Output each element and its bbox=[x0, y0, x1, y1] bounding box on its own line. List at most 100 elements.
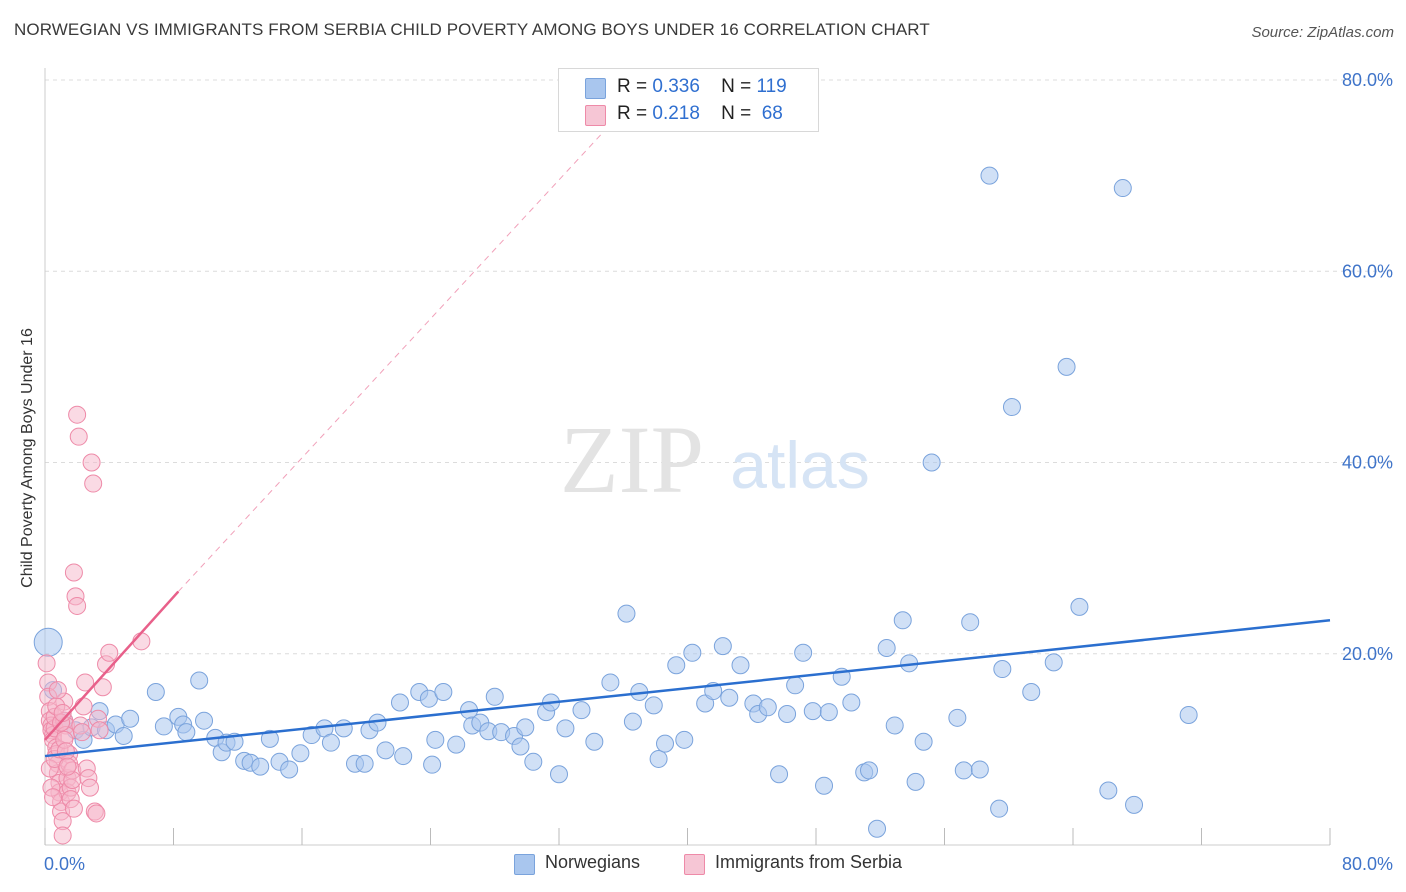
tick-labels: 20.0% 40.0% 60.0% 80.0% 0.0% 80.0% bbox=[44, 70, 1393, 874]
legend-label-serbia: Immigrants from Serbia bbox=[715, 852, 903, 872]
serbia-point bbox=[68, 405, 87, 424]
norwegians-point bbox=[656, 734, 675, 753]
norwegians-point bbox=[1125, 795, 1144, 814]
serbia-point bbox=[68, 596, 87, 615]
norwegians-point bbox=[390, 693, 409, 712]
legend-swatch-blue bbox=[514, 854, 535, 875]
norwegians-point bbox=[485, 687, 504, 706]
serbia-point bbox=[74, 697, 93, 716]
serbia-point bbox=[100, 643, 119, 662]
source-note: Source: ZipAtlas.com bbox=[1251, 24, 1394, 41]
norwegians-point bbox=[334, 719, 353, 738]
legend-r-label: R = bbox=[617, 103, 648, 124]
trend-lines bbox=[44, 127, 1331, 758]
serbia-trend-line bbox=[44, 590, 180, 741]
serbia-point bbox=[84, 474, 103, 493]
gridlines bbox=[45, 79, 1392, 655]
y-tick-label: 20.0% bbox=[1342, 644, 1393, 664]
norwegians-points bbox=[33, 166, 1198, 838]
norwegians-point bbox=[860, 761, 879, 780]
legend-n-value: 119 bbox=[756, 76, 787, 97]
norwegians-point bbox=[1002, 398, 1021, 417]
norwegians-point bbox=[376, 741, 395, 760]
serbia-point bbox=[90, 721, 109, 740]
norwegians-point bbox=[770, 765, 789, 784]
norwegians-point bbox=[720, 688, 739, 707]
norwegians-point bbox=[954, 761, 973, 780]
norwegians-point bbox=[1022, 683, 1041, 701]
norwegians-point bbox=[280, 760, 299, 779]
norwegians-point bbox=[914, 732, 933, 751]
norwegians-point bbox=[33, 627, 63, 657]
norwegians-point bbox=[649, 749, 668, 768]
y-tick-label: 80.0% bbox=[1342, 70, 1393, 90]
watermark: ZIP atlas bbox=[560, 406, 870, 513]
norwegians-point bbox=[426, 730, 445, 749]
x-tick-label: 80.0% bbox=[1342, 854, 1393, 874]
norwegians-point bbox=[556, 719, 575, 738]
legend-label-norwegians: Norwegians bbox=[545, 852, 641, 872]
norwegians-point bbox=[1070, 597, 1089, 616]
y-tick-label: 60.0% bbox=[1342, 261, 1393, 281]
serbia-point bbox=[93, 678, 112, 697]
norwegians-point bbox=[980, 166, 999, 185]
norwegians-point bbox=[617, 604, 636, 623]
norwegians-point bbox=[758, 698, 777, 717]
norwegians-point bbox=[394, 747, 413, 766]
norwegians-point bbox=[121, 709, 140, 728]
norwegians-point bbox=[877, 639, 896, 658]
legend-n-label: N = bbox=[721, 103, 752, 124]
legend-n-value: 68 bbox=[761, 103, 783, 124]
x-tick-label: 0.0% bbox=[44, 854, 85, 874]
norwegians-point bbox=[731, 656, 750, 675]
norwegians-point bbox=[815, 776, 834, 795]
correlation-legend: R = 0.336 N = 119 R = 0.218 N = 68 bbox=[558, 68, 819, 132]
norwegians-point bbox=[260, 729, 279, 748]
serbia-point bbox=[64, 799, 83, 818]
legend-swatch-pink bbox=[585, 105, 606, 126]
serbia-point bbox=[69, 427, 88, 446]
serbia-point bbox=[132, 632, 151, 651]
norwegians-point bbox=[524, 752, 543, 771]
norwegians-point bbox=[511, 737, 530, 756]
y-tick-label: 40.0% bbox=[1342, 453, 1393, 473]
norwegians-point bbox=[447, 735, 466, 754]
norwegians-point bbox=[948, 708, 967, 727]
serbia-point bbox=[64, 563, 83, 582]
legend-r-value: 0.336 bbox=[652, 76, 700, 97]
norwegians-point bbox=[114, 726, 133, 745]
norwegians-point bbox=[803, 702, 822, 721]
norwegians-point bbox=[1057, 357, 1076, 376]
norwegians-point bbox=[990, 799, 1009, 818]
serbia-point bbox=[76, 673, 95, 692]
legend-r-value: 0.218 bbox=[652, 103, 700, 124]
serbia-point bbox=[80, 778, 99, 797]
serbia-point bbox=[48, 681, 67, 700]
norwegians-point bbox=[993, 660, 1012, 679]
norwegians-point bbox=[1113, 179, 1132, 198]
norwegians-point bbox=[667, 656, 686, 675]
watermark-atlas: atlas bbox=[730, 428, 869, 502]
norwegians-point bbox=[644, 696, 663, 715]
norwegians-point bbox=[893, 611, 912, 630]
legend-swatch-blue bbox=[585, 78, 606, 99]
norwegians-point bbox=[434, 683, 453, 701]
norwegians-point bbox=[970, 760, 989, 779]
norwegians-point bbox=[190, 671, 209, 690]
serbia-point bbox=[82, 453, 101, 472]
norwegians-point bbox=[713, 637, 732, 656]
norwegians-point bbox=[683, 643, 702, 662]
norwegians-point bbox=[922, 453, 941, 472]
norwegians-point bbox=[321, 733, 340, 752]
legend-swatch-pink bbox=[684, 854, 705, 875]
norwegians-point bbox=[1099, 781, 1118, 800]
norwegians-point bbox=[906, 772, 925, 791]
serbia-point bbox=[87, 804, 106, 823]
norwegians-point bbox=[885, 716, 904, 735]
serbia-trend-extension bbox=[177, 127, 608, 592]
serbia-point bbox=[72, 723, 91, 742]
norwegians-point bbox=[572, 701, 591, 720]
norwegians-point bbox=[675, 730, 694, 749]
norwegians-point bbox=[1044, 653, 1063, 672]
norwegians-point bbox=[819, 703, 838, 722]
